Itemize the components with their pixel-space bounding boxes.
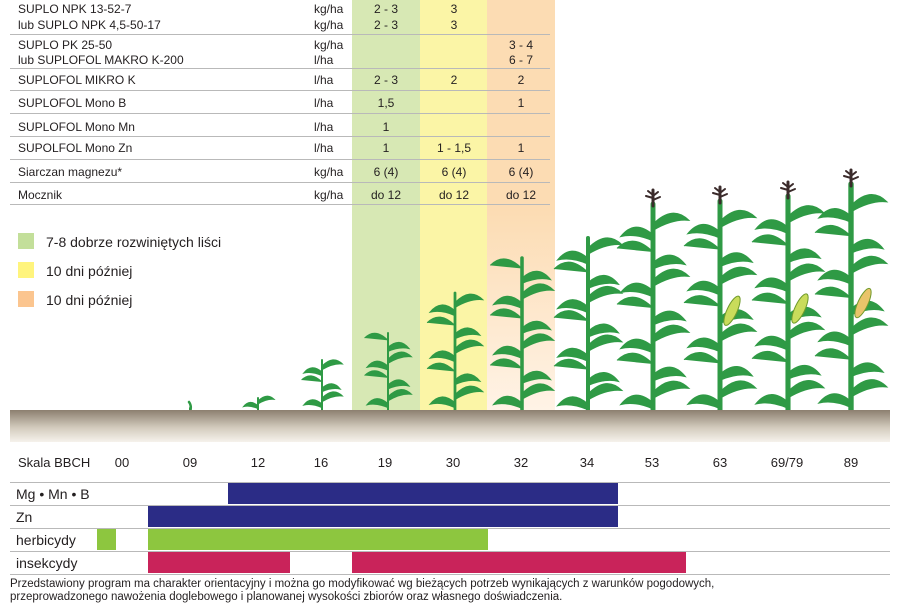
band-orange	[487, 0, 555, 210]
dose-green: 1	[382, 120, 390, 134]
maize-plant-stage-8	[616, 188, 691, 412]
dose-yellow: 1 - 1,5	[436, 141, 472, 155]
dose-yellow: 3	[450, 18, 458, 32]
bbch-stage-00: 00	[114, 455, 130, 470]
dose-orange: 1	[517, 96, 525, 110]
dose-orange: 2	[517, 73, 525, 87]
product-name: SUPOLFOL Mono Zn	[18, 141, 133, 155]
timing-bar-herbicydy	[148, 529, 488, 550]
dose-orange: 1	[517, 141, 525, 155]
dose-orange: do 12	[505, 188, 537, 202]
table-row-divider	[10, 204, 550, 205]
product-unit: l/ha	[314, 73, 334, 87]
timing-grid-line	[10, 528, 890, 529]
bbch-stage-34: 34	[579, 455, 595, 470]
dose-green: 2 - 3	[373, 2, 398, 16]
footnote-line-1: Przedstawiony program ma charakter orien…	[10, 578, 715, 590]
product-name: SUPLO NPK 13-52-7	[18, 2, 132, 16]
timing-bar-herbicydy-early	[97, 529, 116, 550]
dose-green: do 12	[370, 188, 402, 202]
product-name: lub SUPLOFOL MAKRO K-200	[18, 53, 184, 67]
dose-orange: 3 - 4	[508, 38, 533, 52]
timing-grid-line	[10, 505, 890, 506]
dose-orange: 6 (4)	[508, 165, 534, 179]
product-unit: kg/ha	[314, 2, 344, 16]
dose-orange: 6 - 7	[508, 53, 533, 67]
table-row-divider	[10, 90, 550, 91]
timing-label-insekcydy: insekcydy	[16, 555, 78, 571]
dose-green: 6 (4)	[373, 165, 399, 179]
bbch-stage-16: 16	[313, 455, 329, 470]
soil-surface	[10, 410, 890, 442]
legend-label-orange: 10 dni później	[46, 292, 133, 308]
bbch-stage-12: 12	[250, 455, 266, 470]
dose-green: 2 - 3	[373, 73, 398, 87]
legend-label-yellow: 10 dni później	[46, 263, 133, 279]
footnote-line-2: przeprowadzonego nawożenia doglebowego i…	[10, 591, 563, 603]
legend-label-green: 7-8 dobrze rozwiniętych liści	[46, 234, 222, 250]
bbch-stage-09: 09	[182, 455, 198, 470]
bbch-stage-89: 89	[843, 455, 859, 470]
product-name: SUPLOFOL Mono Mn	[18, 120, 135, 134]
bbch-stage-30: 30	[445, 455, 461, 470]
maize-plant-stage-10	[751, 180, 826, 412]
dose-yellow: 2	[450, 73, 458, 87]
timing-grid-line	[10, 551, 890, 552]
bbch-stage-19: 19	[377, 455, 393, 470]
maize-plant-stage-4	[364, 332, 413, 412]
maize-plant-stage-3	[301, 359, 344, 412]
bbch-scale-label: Skala BBCH	[18, 455, 91, 470]
bbch-stage-63: 63	[712, 455, 728, 470]
timing-bar-zn	[148, 506, 618, 527]
maize-plant-stage-2	[242, 395, 276, 412]
maize-plant-stage-6	[489, 256, 556, 412]
timing-bar-mg-mn-b	[228, 483, 618, 504]
legend-swatch-green	[18, 233, 34, 249]
timing-label-zn: Zn	[16, 509, 33, 525]
product-name: Siarczan magnezu*	[18, 165, 123, 179]
product-unit: kg/ha	[314, 165, 344, 179]
bbch-stage-69-79: 69/79	[770, 455, 804, 470]
timing-grid-line	[10, 482, 890, 483]
legend-swatch-yellow	[18, 262, 34, 278]
dose-green: 1	[382, 141, 390, 155]
maize-plant-stage-11	[814, 168, 889, 412]
timing-bar-insekcydy-1	[148, 552, 290, 573]
product-unit: l/ha	[314, 141, 334, 155]
product-unit: kg/ha	[314, 18, 344, 32]
product-unit: kg/ha	[314, 188, 344, 202]
product-name: SUPLOFOL Mono B	[18, 96, 127, 110]
timing-grid-line	[10, 574, 890, 575]
maize-plant-stage-7	[553, 236, 624, 412]
product-name: lub SUPLO NPK 4,5-50-17	[18, 18, 161, 32]
maize-plant-stage-5	[426, 291, 485, 412]
product-name: Mocznik	[18, 188, 63, 202]
timing-label-mg-mn-b: Mg • Mn • B	[16, 486, 90, 502]
timing-label-herbicydy: herbicydy	[16, 532, 76, 548]
bbch-stage-32: 32	[513, 455, 529, 470]
bbch-stage-53: 53	[644, 455, 660, 470]
dose-yellow: 6 (4)	[441, 165, 467, 179]
timing-bar-insekcydy-2	[352, 552, 686, 573]
table-row-divider	[10, 182, 550, 183]
legend-swatch-orange	[18, 291, 34, 307]
product-unit: l/ha	[314, 96, 334, 110]
table-row-divider	[10, 34, 550, 35]
product-unit: l/ha	[314, 120, 334, 134]
product-name: SUPLO PK 25-50	[18, 38, 113, 52]
dose-yellow: do 12	[438, 188, 470, 202]
dose-green: 1,5	[377, 96, 395, 110]
dose-yellow: 3	[450, 2, 458, 16]
table-row-divider	[10, 113, 550, 114]
product-unit: l/ha	[314, 53, 334, 67]
product-unit: kg/ha	[314, 38, 344, 52]
table-row-divider	[10, 159, 550, 160]
table-row-divider	[10, 68, 550, 69]
dose-green: 2 - 3	[373, 18, 398, 32]
maize-plant-stage-9	[683, 185, 758, 412]
table-row-divider	[10, 136, 550, 137]
product-name: SUPLOFOL MIKRO K	[18, 73, 136, 87]
